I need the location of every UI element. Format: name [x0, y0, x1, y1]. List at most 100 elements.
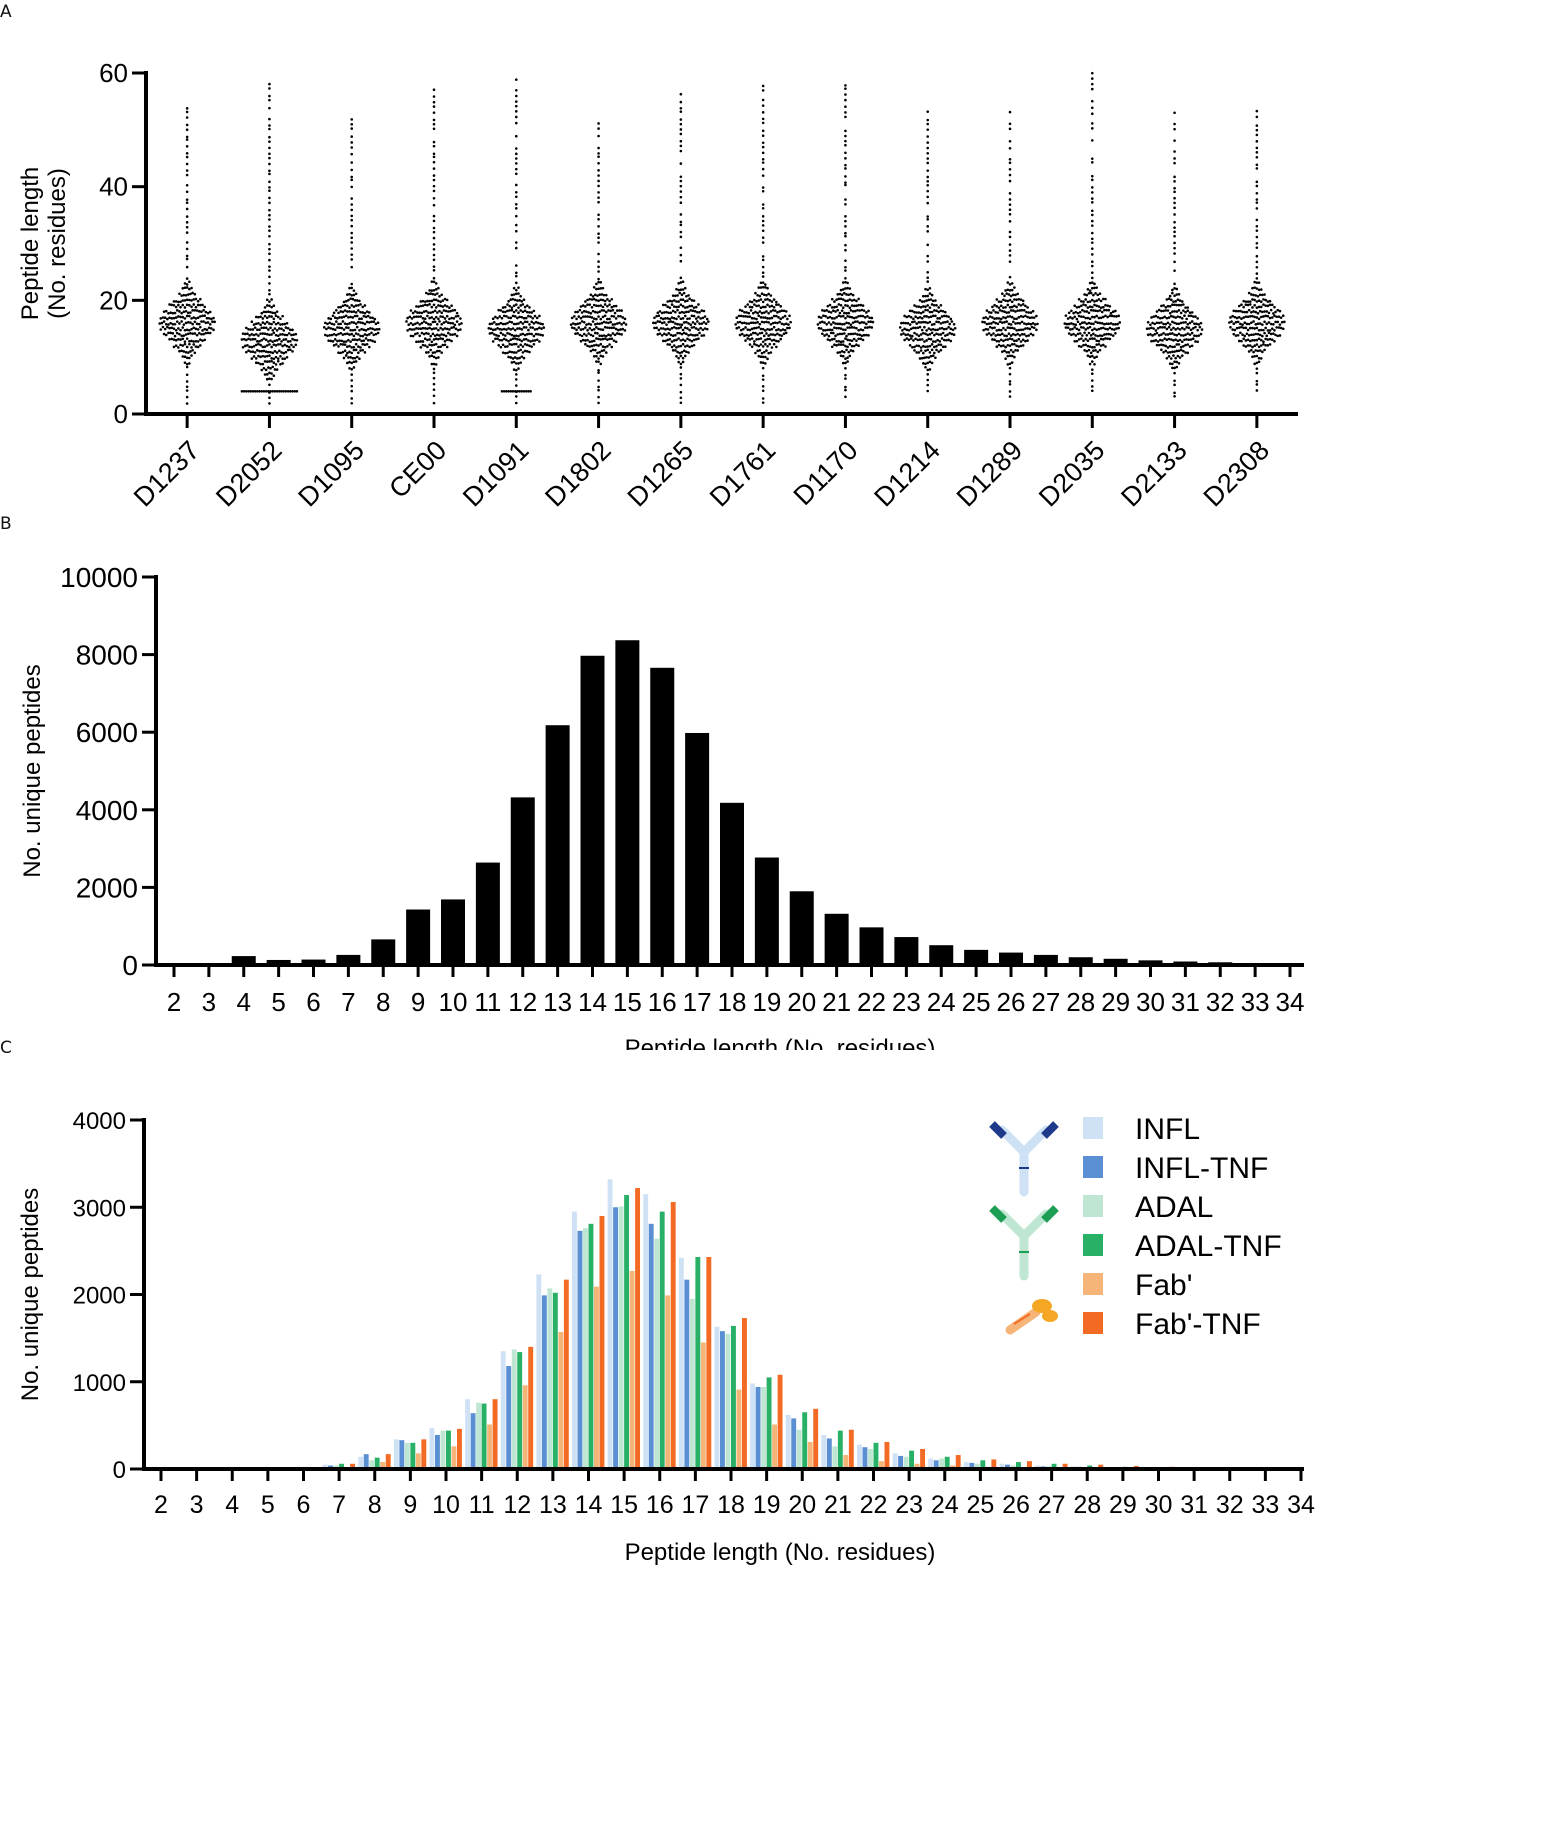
swarm-point	[275, 389, 279, 393]
swarm-point	[533, 328, 537, 331]
swarm-point	[1228, 321, 1231, 324]
category-label-D1214: D1214	[868, 435, 945, 512]
swarm-point	[195, 333, 199, 337]
bar-INFL-TNF-14	[577, 1230, 583, 1469]
bar-5	[266, 959, 291, 965]
swarm-point	[924, 332, 927, 336]
swarm-point	[420, 321, 424, 325]
swarm-point	[602, 293, 606, 297]
swarm-point	[431, 292, 435, 296]
swarm-point	[1255, 180, 1259, 184]
swarm-point	[599, 354, 603, 358]
swarm-point	[1175, 310, 1179, 313]
swarm-point	[830, 338, 834, 341]
swarm-point	[514, 115, 518, 119]
swarm-point	[912, 317, 915, 321]
swarm-point	[908, 344, 912, 347]
swarm-point	[539, 333, 542, 337]
swarm-point	[668, 306, 672, 309]
bar-group-17	[678, 1256, 712, 1469]
swarm-point	[1175, 333, 1179, 337]
swarm-point	[532, 334, 536, 338]
swarm-point	[761, 281, 765, 284]
swarm-point	[371, 339, 374, 343]
swarm-point	[350, 161, 354, 164]
swarm-point	[1021, 338, 1025, 342]
swarm-point	[788, 326, 791, 330]
swarm-point	[268, 288, 271, 292]
swarm-point	[268, 172, 271, 176]
swarm-point	[185, 190, 189, 194]
swarm-point	[514, 190, 518, 194]
bar-ADAL-23	[903, 1456, 909, 1469]
swarm-point	[1089, 291, 1093, 295]
swarm-point	[247, 349, 250, 352]
swarm-point	[1006, 303, 1010, 307]
swarm-point	[758, 310, 762, 313]
swarm-point	[1012, 332, 1015, 336]
bar-INFL-25	[963, 1462, 969, 1469]
swarm-point	[1246, 300, 1250, 303]
swarm-point	[370, 320, 373, 324]
swarm-point	[1090, 127, 1094, 130]
swarm-point	[263, 360, 267, 363]
swarm-point	[431, 351, 435, 354]
swarm-point	[827, 321, 831, 324]
swarm-point	[416, 332, 419, 335]
swarm-point	[599, 338, 603, 341]
swarm-point	[350, 214, 354, 218]
swarm-point	[1259, 300, 1263, 304]
bar-20	[789, 891, 814, 965]
swarm-point	[265, 373, 269, 376]
swarm-point	[173, 334, 177, 338]
swarm-point	[1155, 343, 1159, 347]
swarm-point	[268, 275, 271, 279]
swarm-point	[682, 321, 686, 324]
swarm-point	[757, 337, 761, 341]
swarm-point	[439, 315, 442, 318]
swarm-point	[1074, 310, 1078, 314]
swarm-point	[432, 367, 436, 371]
swarm-point	[937, 343, 941, 346]
swarm-point	[1160, 304, 1163, 308]
swarm-point	[1173, 371, 1176, 375]
swarm-point	[1234, 309, 1238, 313]
swarm-point	[294, 343, 298, 347]
swarm-point	[934, 314, 937, 318]
swarm-point	[844, 215, 847, 218]
swarm-point	[1195, 334, 1198, 338]
swarm-point	[1255, 367, 1259, 370]
swarm-point	[1106, 315, 1109, 319]
swarm-point	[597, 401, 600, 405]
swarm-point	[908, 323, 912, 326]
swarm-point	[340, 326, 344, 330]
swarm-point	[757, 314, 761, 318]
swarm-point	[1277, 315, 1281, 318]
swarm-point	[1241, 333, 1244, 337]
swarm-point	[1187, 326, 1191, 330]
swarm-point	[349, 297, 352, 300]
swarm-point	[270, 315, 273, 318]
swarm-point	[926, 122, 930, 126]
swarm-point	[352, 366, 356, 369]
swarm-point	[936, 338, 939, 342]
swarm-point	[263, 355, 267, 358]
swarm-point	[1162, 309, 1165, 313]
swarm-point	[276, 315, 280, 319]
swarm-point	[185, 155, 189, 159]
swarm-point	[350, 320, 354, 324]
bar-group-15	[607, 1179, 641, 1469]
swarm-point	[280, 340, 283, 343]
swarm-point	[346, 332, 349, 336]
y-axis-label-line2: (No. residues)	[44, 168, 71, 319]
swarm-point	[286, 389, 290, 393]
swarm-point	[1016, 332, 1019, 336]
swarm-point	[676, 331, 679, 335]
swarm-point	[844, 202, 847, 206]
swarm-point	[269, 326, 272, 330]
swarm-point	[193, 332, 197, 335]
swarm-point	[286, 340, 290, 343]
swarm-point	[1103, 308, 1106, 312]
swarm-point	[248, 345, 251, 349]
swarm-point	[926, 161, 930, 165]
